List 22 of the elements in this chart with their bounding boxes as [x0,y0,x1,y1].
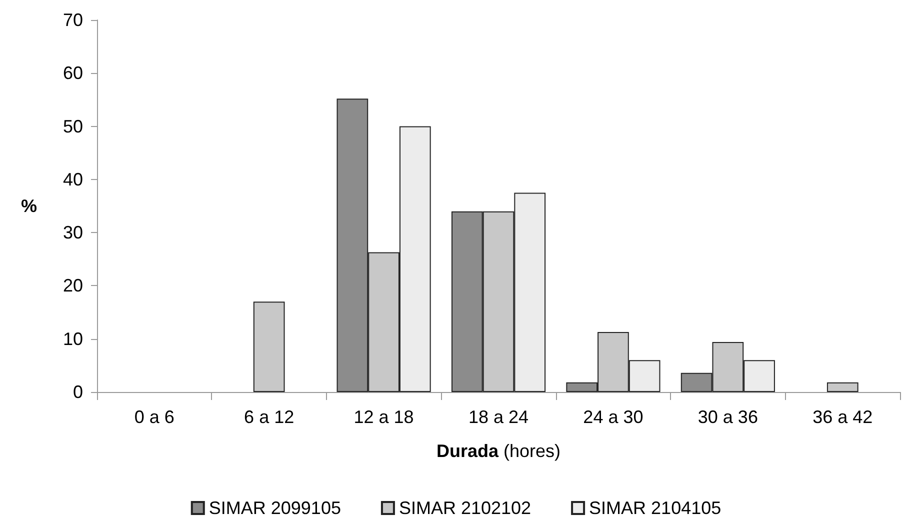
x-tick-label: 6 a 12 [244,407,294,427]
y-tick-label: 10 [62,328,83,349]
y-axis-title: % [20,196,37,216]
x-axis-title: Durada (hores) [436,441,561,461]
x-tick-label: 12 a 18 [354,407,414,427]
bar [826,382,858,392]
x-tick-label: 30 a 36 [698,407,758,427]
x-tick-label: 18 a 24 [468,407,529,427]
legend-label: SIMAR 2102102 [398,498,532,518]
x-tick-label: 36 a 42 [812,407,873,427]
legend-label: SIMAR 2104105 [589,498,722,518]
y-tick-label: 30 [62,222,83,243]
y-tick-label: 20 [62,276,83,296]
bar [253,302,285,392]
y-tick-label: 40 [62,169,83,190]
y-tick-label: 60 [62,63,83,84]
legend-label: SIMAR 2099105 [208,498,341,518]
y-tick-label: 70 [62,10,83,30]
y-tick-label: 0 [72,382,83,402]
x-tick-label: 24 a 30 [583,407,644,427]
x-tick-label: 0 a 6 [134,407,174,427]
y-tick-label: 50 [62,116,83,136]
